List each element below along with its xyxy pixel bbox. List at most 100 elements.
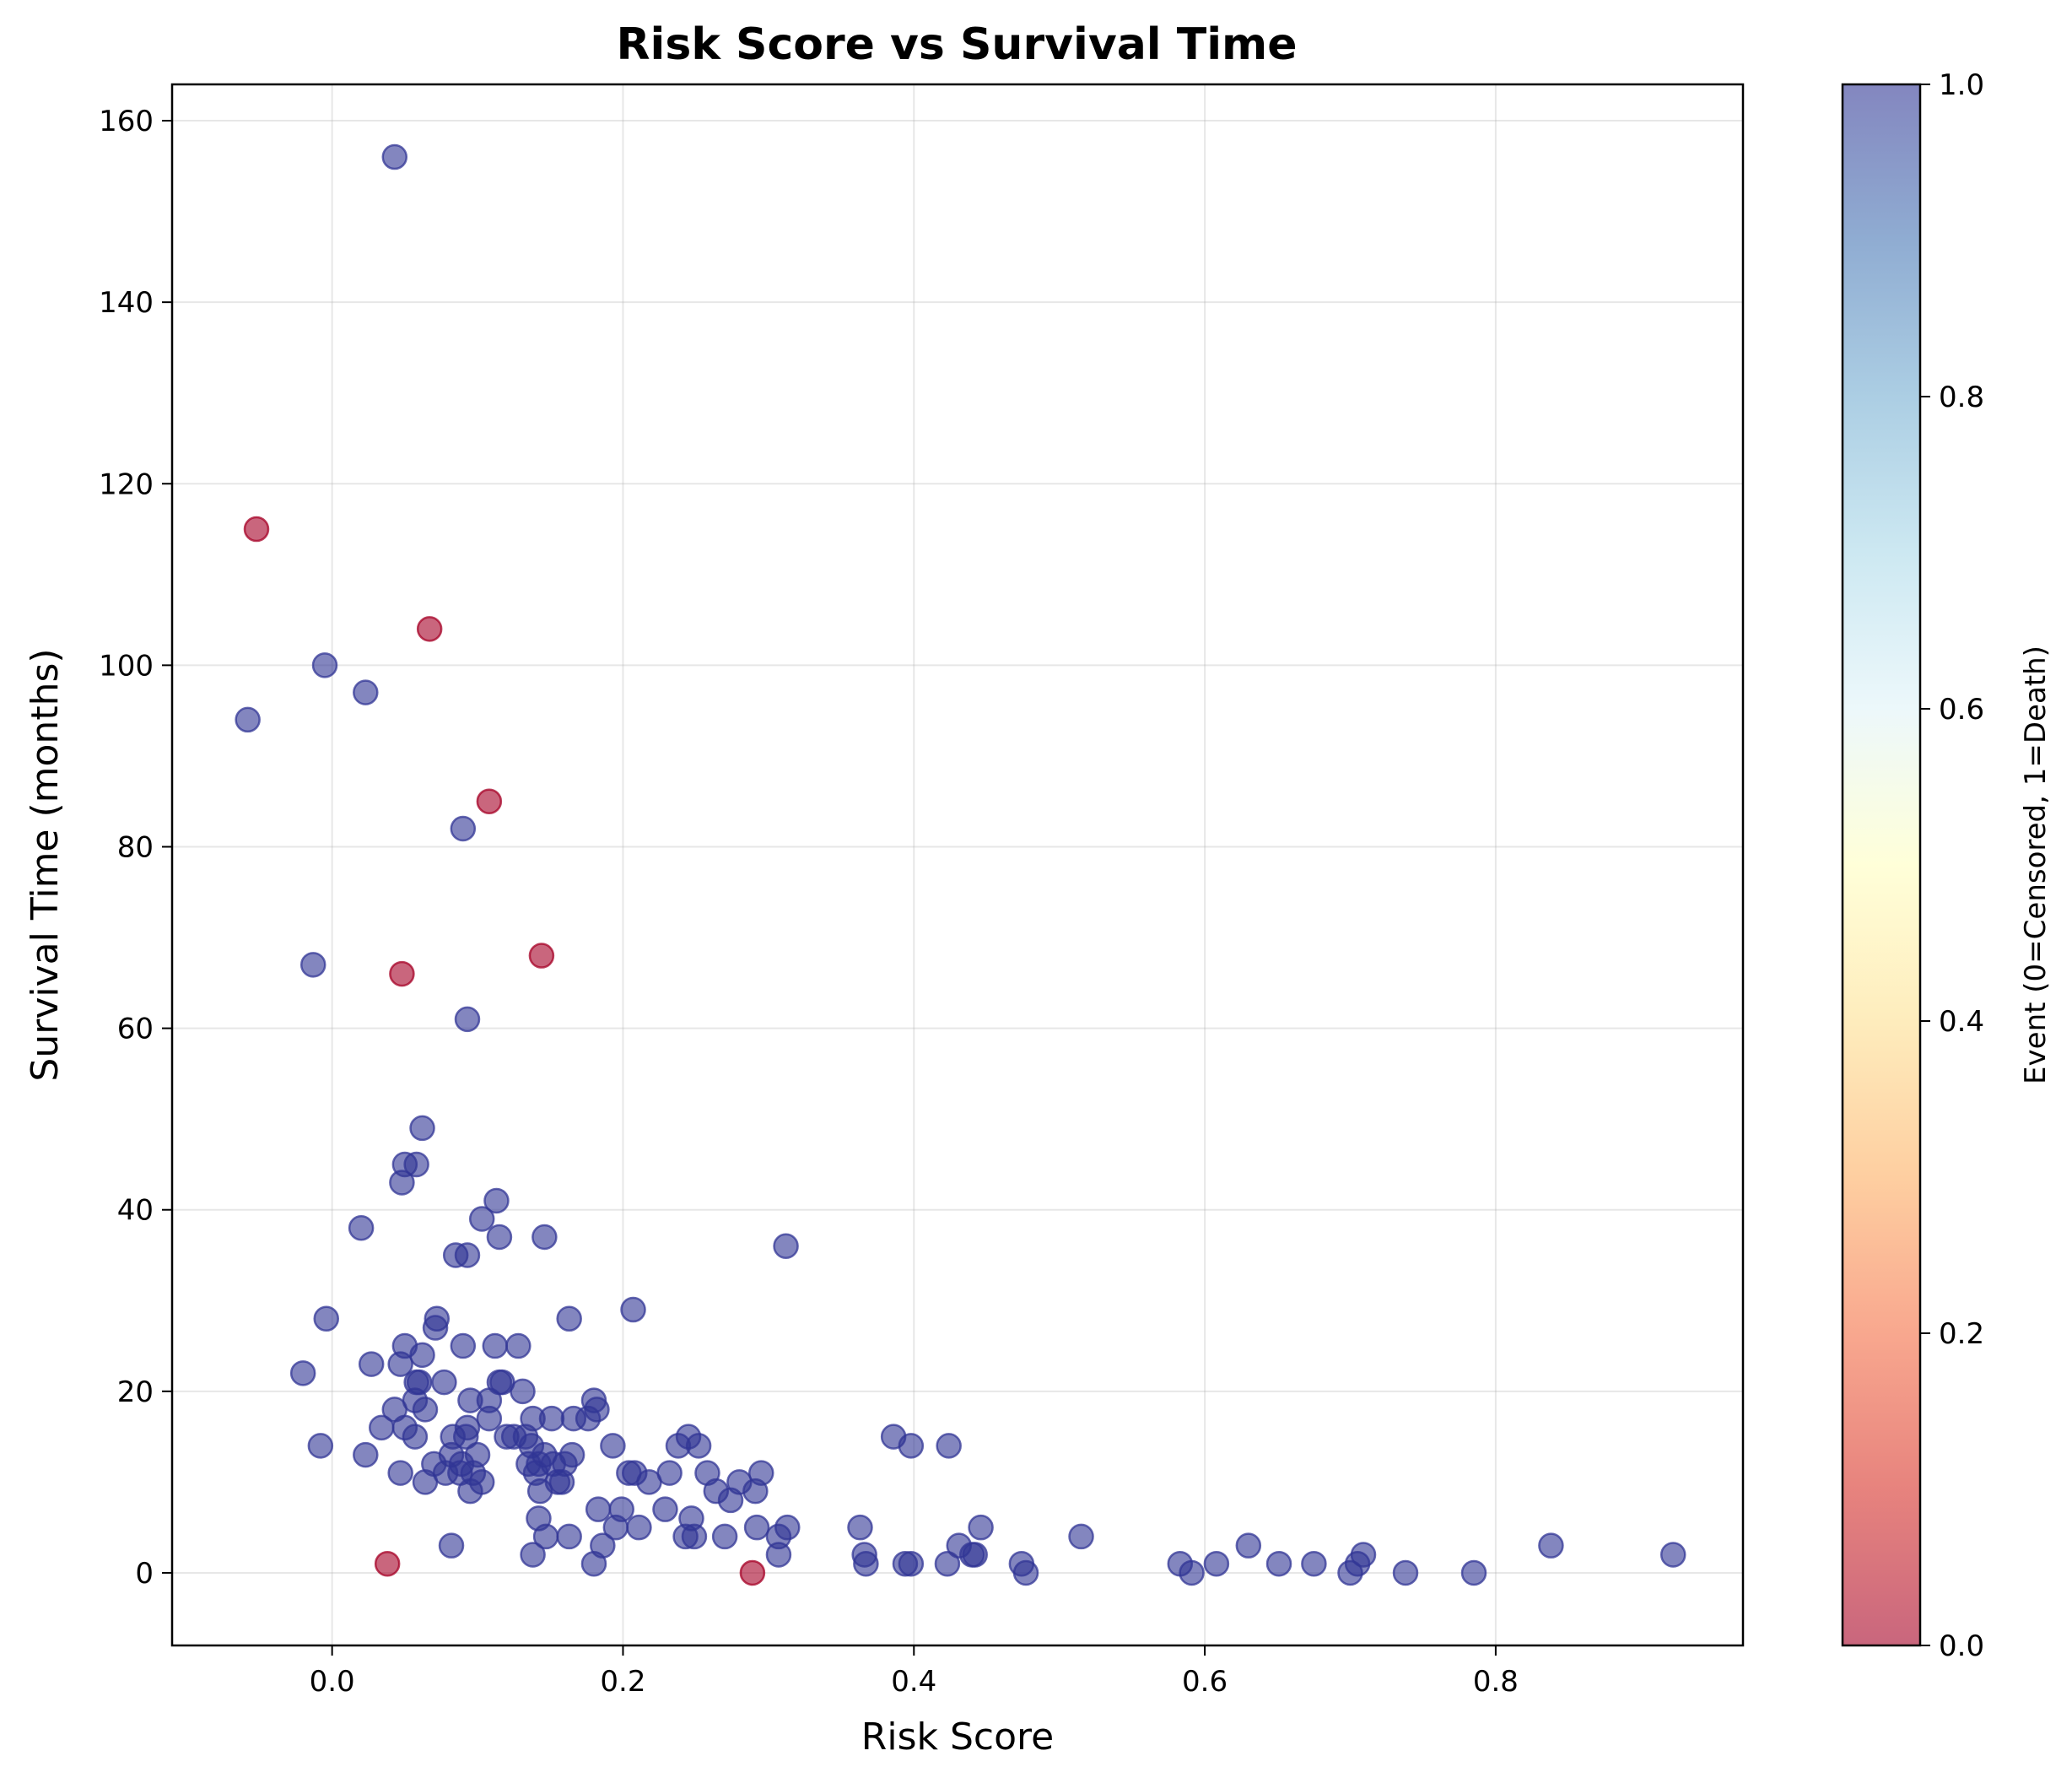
point-death	[450, 815, 477, 842]
point-death	[1337, 1559, 1363, 1586]
point-death	[387, 1460, 413, 1486]
x-tick-label: 0.2	[600, 1665, 645, 1699]
y-axis-label: Survival Time (months)	[24, 648, 67, 1081]
colorbar-frame	[1841, 83, 1922, 1647]
point-death	[717, 1487, 744, 1514]
point-death	[962, 1542, 988, 1568]
point-death	[531, 1224, 558, 1251]
point-death	[402, 1424, 429, 1450]
point-censored	[374, 1550, 401, 1577]
point-death	[348, 1214, 375, 1241]
plot-frame	[170, 83, 1745, 1647]
y-tick-label: 160	[99, 105, 154, 138]
point-death	[412, 1469, 439, 1495]
point-death	[580, 1550, 607, 1577]
point-death	[626, 1514, 652, 1541]
point-death	[403, 1151, 429, 1178]
point-death	[307, 1433, 334, 1459]
x-axis-label: Risk Score	[861, 1715, 1054, 1759]
colorbar-ticks: 0.0 0.2 0.4 0.6 0.8 1.0	[1920, 68, 1984, 1663]
point-death	[585, 1496, 612, 1522]
point-death	[652, 1496, 678, 1522]
point-death	[742, 1478, 769, 1505]
point-censored	[528, 943, 555, 969]
point-death	[853, 1550, 879, 1577]
point-death	[526, 1478, 553, 1505]
point-death	[1265, 1550, 1292, 1577]
grid	[172, 84, 1743, 1645]
point-death	[520, 1542, 546, 1568]
point-death	[311, 652, 338, 678]
point-death	[556, 1305, 582, 1332]
point-death	[575, 1405, 602, 1432]
point-death	[358, 1351, 385, 1377]
point-censored	[739, 1559, 766, 1586]
y-tick-label: 40	[117, 1194, 154, 1228]
point-death	[409, 1115, 435, 1142]
point-death	[353, 1441, 379, 1468]
point-death	[743, 1514, 770, 1541]
point-death	[468, 1206, 495, 1232]
point-death	[1301, 1550, 1327, 1577]
point-death	[620, 1296, 646, 1323]
point-death	[483, 1187, 510, 1214]
x-tick-label: 0.8	[1473, 1665, 1519, 1699]
point-death	[636, 1469, 662, 1495]
point-death	[438, 1532, 465, 1559]
point-death	[353, 679, 379, 705]
colorbar-tick-label: 0.6	[1939, 693, 1984, 727]
colorbar-tick-label: 1.0	[1939, 68, 1984, 102]
point-death	[431, 1369, 457, 1396]
point-death	[711, 1523, 738, 1550]
point-death	[765, 1542, 792, 1568]
point-death	[685, 1433, 712, 1459]
point-death	[486, 1224, 513, 1251]
point-death	[289, 1360, 316, 1386]
x-axis-ticks: 0.0 0.2 0.4 0.6 0.8	[310, 1645, 1519, 1699]
colorbar-tick-label: 0.4	[1939, 1005, 1984, 1039]
point-death	[968, 1514, 994, 1541]
point-death	[454, 1006, 481, 1033]
point-censored	[243, 516, 270, 543]
point-death	[299, 952, 326, 978]
y-tick-label: 20	[117, 1375, 154, 1409]
point-death	[505, 1332, 531, 1359]
point-death	[389, 1170, 415, 1196]
point-death	[898, 1550, 925, 1577]
point-death	[1203, 1550, 1230, 1577]
point-death	[1460, 1559, 1487, 1586]
y-tick-label: 120	[99, 467, 154, 501]
point-death	[1659, 1542, 1686, 1568]
y-tick-label: 80	[117, 830, 154, 864]
y-tick-label: 140	[99, 286, 154, 320]
point-death	[936, 1433, 962, 1459]
point-death	[898, 1433, 925, 1459]
point-death	[235, 706, 261, 733]
point-death	[600, 1433, 626, 1459]
point-death	[556, 1523, 582, 1550]
point-death	[538, 1405, 565, 1432]
y-tick-label: 100	[99, 649, 154, 683]
point-death	[681, 1523, 708, 1550]
point-censored	[416, 616, 443, 642]
point-death	[548, 1469, 575, 1495]
x-tick-label: 0.0	[310, 1665, 355, 1699]
point-death	[847, 1514, 873, 1541]
point-death	[482, 1332, 508, 1359]
point-death	[1538, 1532, 1564, 1559]
point-death	[476, 1405, 503, 1432]
point-death	[313, 1305, 340, 1332]
colorbar	[1843, 84, 1920, 1645]
point-death	[381, 143, 408, 170]
y-tick-label: 60	[117, 1013, 154, 1046]
colorbar-label: Event (0=Censored, 1=Death)	[2019, 646, 2053, 1084]
point-censored	[476, 788, 503, 814]
point-death	[934, 1550, 961, 1577]
y-tick-label: 0	[135, 1557, 154, 1591]
point-death	[409, 1342, 435, 1369]
point-death	[510, 1378, 536, 1405]
point-death	[1068, 1523, 1094, 1550]
point-death	[412, 1397, 439, 1423]
point-death	[422, 1315, 449, 1341]
